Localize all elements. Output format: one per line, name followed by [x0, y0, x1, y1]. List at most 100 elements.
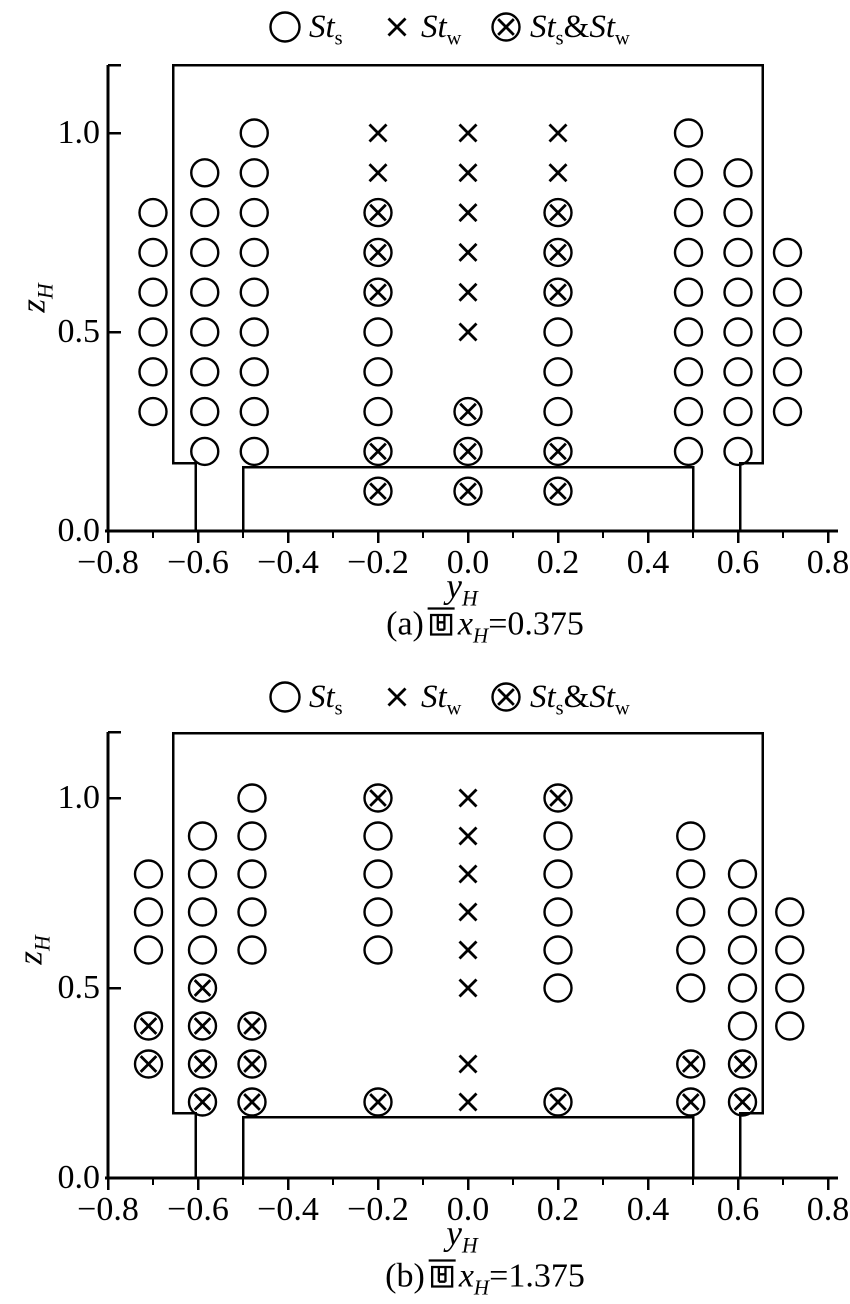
- legend-label: Sts: [309, 10, 343, 48]
- circle-marker: [187, 935, 218, 965]
- circle-marker: [239, 317, 269, 347]
- circle-marker: [133, 897, 164, 927]
- circle-marker: [676, 973, 706, 1003]
- text-segment: &: [563, 8, 590, 45]
- circle-marker: [543, 317, 573, 347]
- x-tick-label: 0.4: [626, 544, 670, 581]
- x-tick-label: −0.8: [77, 1191, 139, 1228]
- circle-marker: [772, 237, 803, 268]
- circle-marker: [138, 237, 168, 268]
- legend-item-sts: Sts: [268, 10, 343, 48]
- circle-marker: [363, 237, 393, 268]
- x-tick-label: −0.6: [167, 1191, 229, 1228]
- circle-cross-legend-icon: [491, 12, 521, 42]
- circle-marker: [363, 859, 393, 889]
- circle-marker: [727, 859, 758, 889]
- circle-marker: [133, 1049, 164, 1079]
- circle-marker: [190, 237, 220, 268]
- legend-label: Sts&Stw: [530, 678, 630, 718]
- circle-marker: [363, 197, 393, 228]
- cross-marker: [733, 1055, 752, 1073]
- circle-marker: [138, 357, 168, 387]
- circle-marker: [237, 935, 267, 965]
- circle-marker: [723, 436, 753, 467]
- text-segment: =1.375: [489, 1257, 585, 1295]
- floor-platform-outline: [241, 1115, 695, 1178]
- circle-marker: [723, 158, 753, 188]
- circle-marker: [239, 277, 269, 307]
- cross-marker: [458, 788, 478, 808]
- cross-marker: [193, 979, 212, 997]
- panel-a: [105, 63, 838, 543]
- circle-marker: [543, 783, 573, 813]
- text-segment: St: [589, 8, 615, 45]
- cross-marker: [458, 1054, 478, 1074]
- cross-marker: [243, 1055, 261, 1073]
- cross-marker: [369, 203, 387, 222]
- text-segment: &: [563, 678, 590, 715]
- cjk-character-mian: [427, 607, 455, 636]
- cross-marker: [497, 688, 515, 706]
- cross-marker: [369, 442, 387, 461]
- cross-marker: [458, 978, 478, 998]
- circle-marker: [453, 436, 483, 467]
- circle-marker: [187, 821, 218, 851]
- text-segment: s: [555, 27, 564, 50]
- circle-marker: [363, 357, 393, 387]
- circle-marker: [676, 935, 706, 965]
- circle-marker: [133, 859, 164, 889]
- cross-marker: [549, 789, 567, 807]
- cross-marker: [733, 1093, 752, 1111]
- cross-marker: [549, 482, 567, 501]
- x-tick-label: 0.2: [536, 544, 580, 581]
- cross-marker: [139, 1055, 158, 1073]
- circle-marker: [239, 436, 269, 467]
- x-axis-title: yH: [446, 569, 477, 610]
- legend-item-sts-stw: Sts&Stw: [489, 678, 630, 718]
- circle-marker: [190, 277, 220, 307]
- circle-marker: [772, 277, 803, 307]
- circle-marker: [453, 396, 483, 427]
- circle-marker: [239, 118, 269, 148]
- circle-marker: [363, 821, 393, 851]
- text-segment: w: [446, 697, 462, 720]
- circle-marker: [673, 118, 704, 148]
- circle-marker: [187, 1049, 218, 1079]
- circle-marker: [138, 197, 168, 228]
- circle-marker: [772, 396, 803, 427]
- cross-marker: [193, 1093, 212, 1111]
- cross-marker: [681, 1093, 700, 1111]
- cross-marker: [243, 1093, 261, 1111]
- cross-marker: [458, 902, 478, 922]
- text-segment: H: [461, 1233, 478, 1258]
- circle-marker: [673, 158, 704, 188]
- circle-marker: [187, 1011, 218, 1041]
- text-segment: z: [10, 951, 50, 965]
- circle-marker: [723, 396, 753, 427]
- x-tick-label: −0.4: [257, 544, 319, 581]
- circle-marker: [723, 197, 753, 228]
- cross-marker: [549, 1093, 567, 1111]
- cross-marker: [458, 282, 478, 302]
- legend-label: Stw: [421, 680, 461, 718]
- text-segment: s: [334, 697, 343, 720]
- circle-marker: [543, 357, 573, 387]
- y-tick-label: 0.5: [57, 313, 101, 350]
- x-tick-label: 0.8: [806, 1191, 850, 1228]
- circle-marker: [363, 277, 393, 307]
- circle-marker: [673, 237, 704, 268]
- circle-marker: [363, 897, 393, 927]
- x-tick-label: 0.4: [626, 1191, 670, 1228]
- circle-marker: [673, 436, 704, 467]
- cross-marker: [458, 322, 478, 342]
- circle-marker: [237, 897, 267, 927]
- y-tick-label: 0.5: [57, 969, 101, 1006]
- x-tick-label: 0.8: [806, 544, 850, 581]
- circle-marker: [772, 357, 803, 387]
- text-segment: St: [589, 678, 615, 715]
- series-stw: [368, 123, 568, 342]
- circle-marker: [775, 973, 805, 1003]
- circle-marker: [138, 396, 168, 427]
- circle-marker: [723, 277, 753, 307]
- cross-marker: [458, 826, 478, 846]
